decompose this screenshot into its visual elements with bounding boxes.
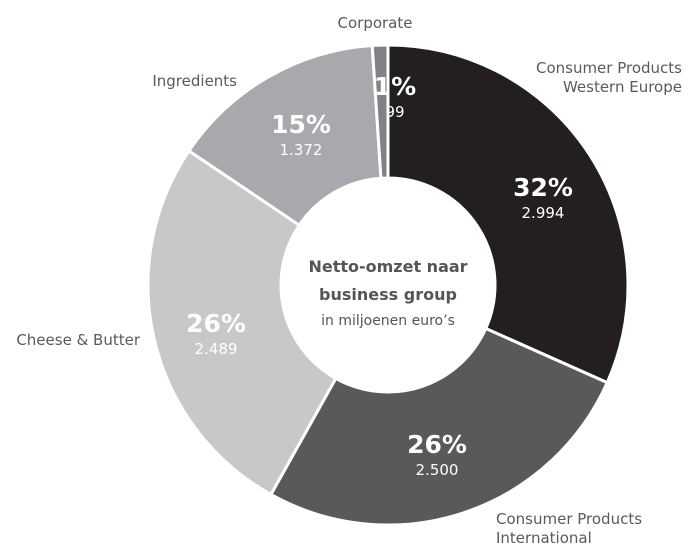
- slice-category-label: Consumer Products: [536, 59, 682, 77]
- slice-category-label: Cheese & Butter: [16, 331, 141, 349]
- slices-group: [146, 43, 630, 527]
- slice-category-label: Ingredients: [152, 72, 237, 90]
- slice-1: [269, 327, 609, 527]
- slice-4: [370, 43, 390, 180]
- slice-2: [146, 149, 338, 496]
- slice-value-label: 2.994: [522, 204, 565, 222]
- slice-value-label: 1.372: [280, 141, 323, 159]
- center-title-line-2: business group: [319, 285, 457, 304]
- slice-percent-label: 26%: [186, 309, 246, 338]
- slice-percent-label: 1%: [374, 72, 416, 101]
- center-subtitle: in miljoenen euro’s: [321, 313, 455, 329]
- slice-category-label: Corporate: [338, 14, 413, 32]
- slice-percent-label: 15%: [271, 110, 331, 139]
- slice-3: [187, 44, 383, 227]
- slice-category-label: Western Europe: [563, 78, 682, 96]
- center-title-line-1: Netto-omzet naar: [308, 257, 467, 276]
- slice-value-label: 2.489: [195, 340, 238, 358]
- slice-value-label: 2.500: [416, 461, 459, 479]
- slice-category-label: Consumer Products: [496, 510, 642, 528]
- slice-percent-label: 32%: [513, 173, 573, 202]
- slice-percent-label: 26%: [407, 430, 467, 459]
- slice-0: [386, 43, 630, 385]
- slice-value-label: 99: [385, 103, 404, 121]
- slice-category-label: International: [496, 529, 592, 544]
- center-group: Netto-omzet naar business group in miljo…: [308, 257, 467, 329]
